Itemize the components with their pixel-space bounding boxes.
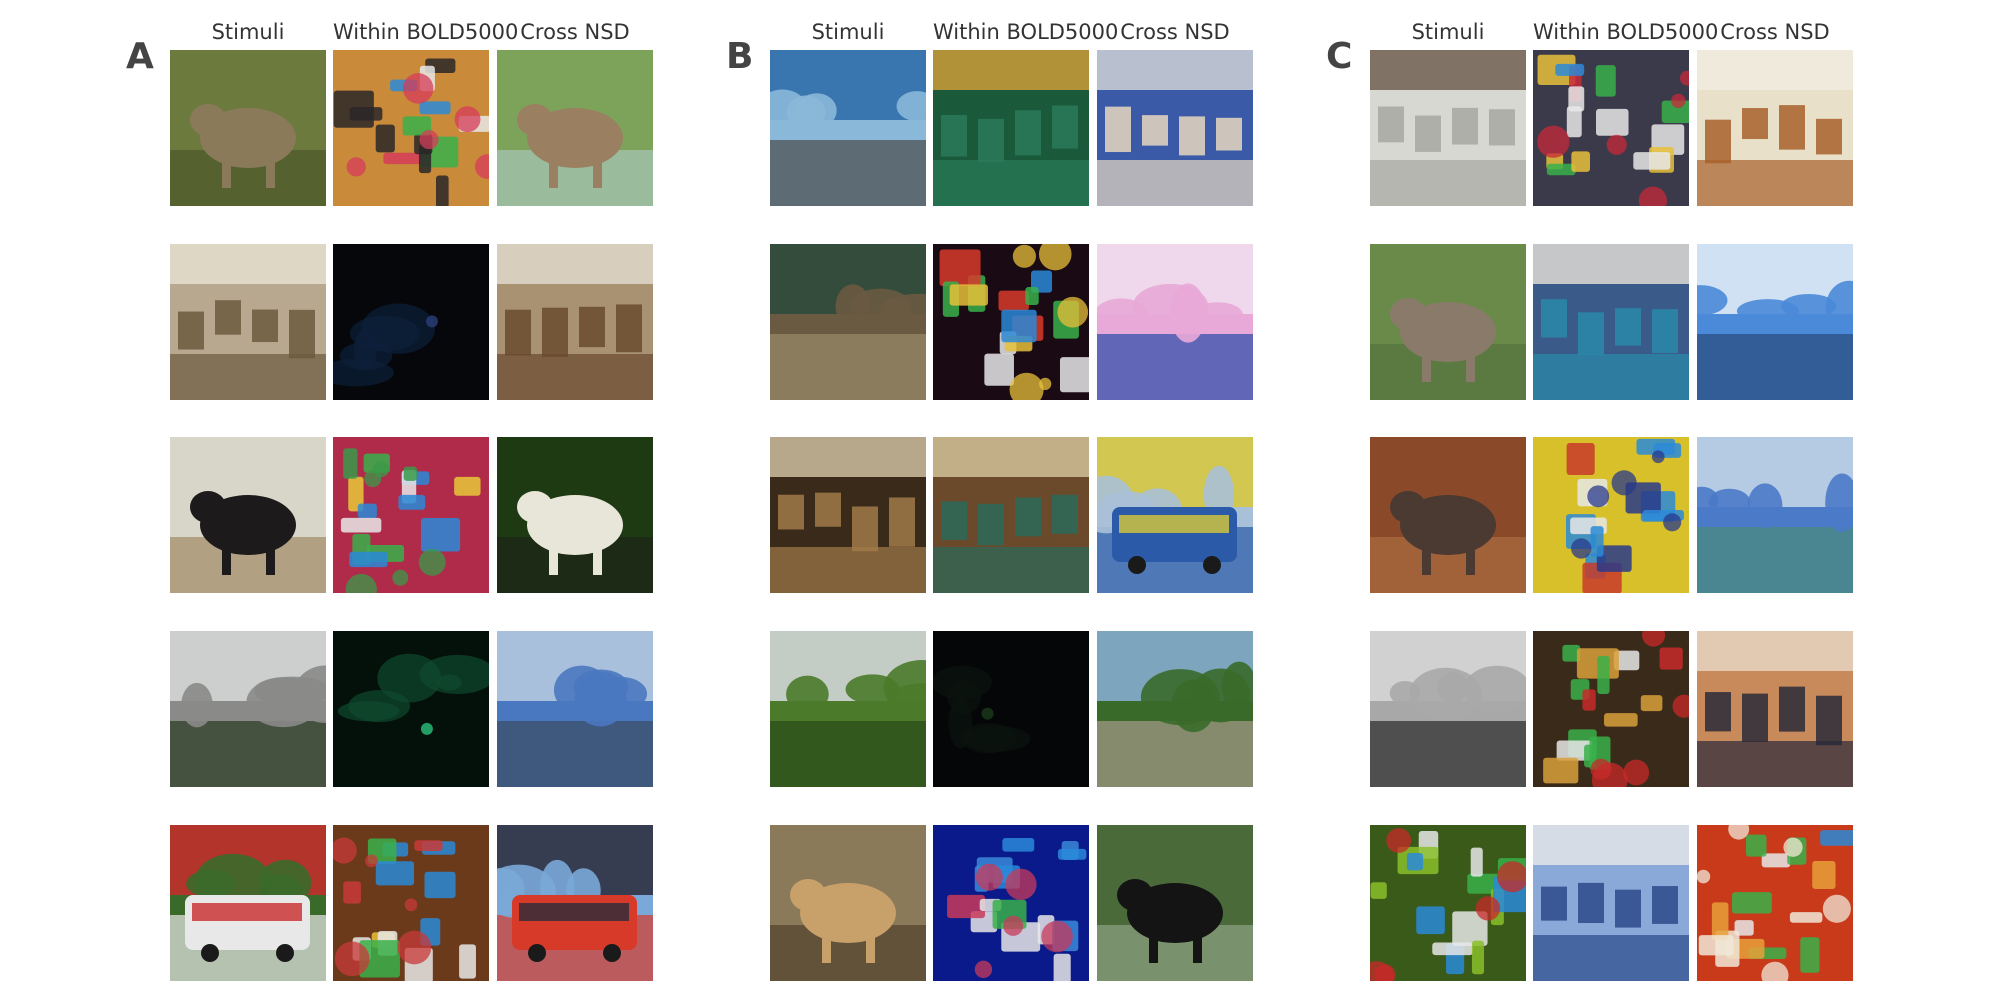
- cyclist-palms-photo: [770, 50, 926, 206]
- column-header: Cross NSD: [520, 20, 630, 44]
- pink-beach-photo: [1097, 244, 1253, 400]
- waterfront-photo: [497, 631, 653, 787]
- zebra-photo: [497, 437, 653, 593]
- horse-toys-photo: [333, 50, 489, 206]
- colorful-robot-photo: [1533, 437, 1689, 593]
- green-floor-photo: [933, 50, 1089, 206]
- dark-room-photo: [333, 244, 489, 400]
- noisy-blue-photo: [933, 825, 1089, 981]
- column-header: Stimuli: [811, 20, 885, 44]
- slope-sky-photo: [1697, 437, 1853, 593]
- colorful-objects-photo: [333, 437, 489, 593]
- cafe-interior-photo: [933, 437, 1089, 593]
- statue-photo: [1370, 631, 1526, 787]
- panel-letter: A: [126, 36, 154, 77]
- bathroom-photo: [1370, 50, 1526, 206]
- panel-letter: C: [1326, 36, 1353, 77]
- panel-a: A Stimuli Within BOLD5000 Cross NSD: [126, 0, 653, 1000]
- market-photo: [1533, 825, 1689, 981]
- column-header: Stimuli: [1411, 20, 1485, 44]
- dark-green-room-photo: [333, 631, 489, 787]
- column-header: Within BOLD5000: [1533, 20, 1719, 44]
- lab-people-photo: [1097, 50, 1253, 206]
- column-header: Stimuli: [211, 20, 285, 44]
- hall-interior-photo: [497, 244, 653, 400]
- fire-truck-photo: [497, 825, 653, 981]
- classroom-photo: [170, 244, 326, 400]
- meadow-photo: [770, 631, 926, 787]
- panel-c: C Stimuli Within BOLD5000 Cross NSD: [1326, 0, 1853, 1000]
- lake-mountain-photo: [1697, 244, 1853, 400]
- bear-yard-photo: [1097, 825, 1253, 981]
- dark-scene-photo: [933, 631, 1089, 787]
- column-header: Within BOLD5000: [933, 20, 1119, 44]
- coyote-photo: [1370, 244, 1526, 400]
- giraffes-photo: [770, 825, 926, 981]
- food-plate-photo: [1697, 825, 1853, 981]
- panel-b: B Stimuli Within BOLD5000 Cross NSD: [726, 0, 1253, 1000]
- kitchen-shop-photo: [1533, 50, 1689, 206]
- food-stall-photo: [1533, 631, 1689, 787]
- train-photo: [1097, 437, 1253, 593]
- vegetables-photo: [1370, 825, 1526, 981]
- elephant-photo: [170, 50, 326, 206]
- warthog-photo: [1370, 437, 1526, 593]
- blue-kitchen-photo: [1533, 244, 1689, 400]
- people-room-photo: [1697, 631, 1853, 787]
- tower-park-photo: [1097, 631, 1253, 787]
- column-header: Within BOLD5000: [333, 20, 519, 44]
- kitchen-cabinets-photo: [1697, 50, 1853, 206]
- street-photo: [170, 631, 326, 787]
- bus-photo: [170, 825, 326, 981]
- dog-photo: [170, 437, 326, 593]
- column-header: Cross NSD: [1120, 20, 1230, 44]
- skatepark-photo: [770, 244, 926, 400]
- barrel-cellar-photo: [770, 437, 926, 593]
- shop-interior-photo: [333, 825, 489, 981]
- panel-letter: B: [726, 36, 754, 77]
- bright-display-photo: [933, 244, 1089, 400]
- column-header: Cross NSD: [1720, 20, 1830, 44]
- horses-field-photo: [497, 50, 653, 206]
